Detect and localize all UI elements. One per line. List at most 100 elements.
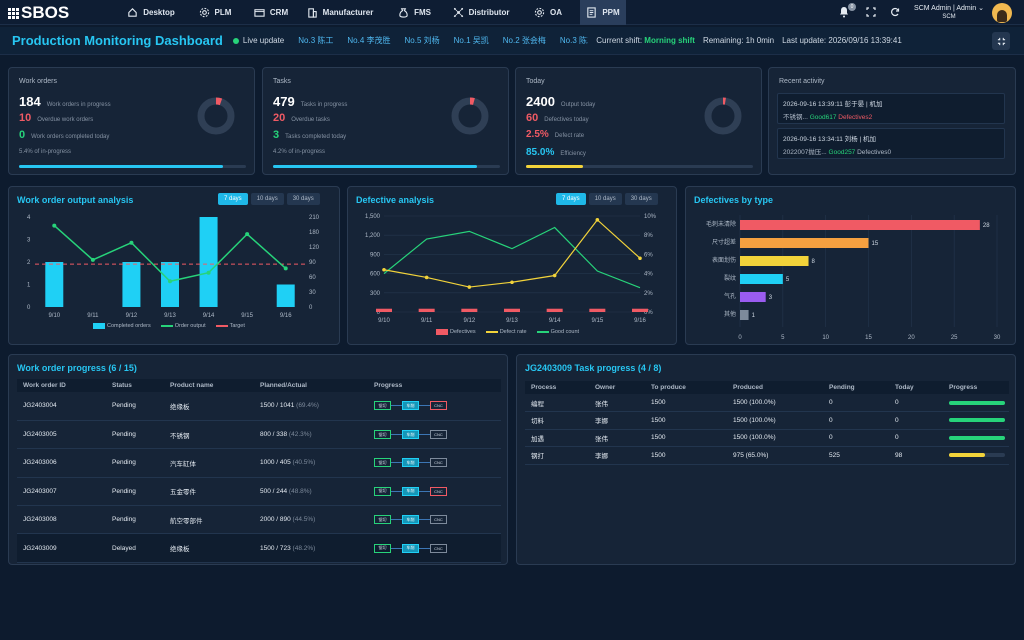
nav-tab-ppm[interactable]: PPM bbox=[580, 0, 626, 25]
table-row[interactable]: 编程 张伟 1500 1500 (100.0%) 0 0 bbox=[525, 394, 1009, 412]
legend-label: Defectives bbox=[450, 329, 476, 335]
last-update: Last update: 2026/09/16 13:39:41 bbox=[782, 36, 902, 45]
step-pending[interactable]: CNC bbox=[430, 458, 447, 468]
recent-activity-card: Recent activity 2026-09-16 13:39:11 彭于晏 … bbox=[768, 67, 1016, 175]
top-nav: SBOS Desktop PLM CRM Manufacturer FMS Distrib… bbox=[0, 0, 1024, 25]
fullscreen-icon[interactable] bbox=[866, 6, 876, 19]
home-icon bbox=[127, 7, 138, 18]
nav-tab-fms[interactable]: FMS bbox=[392, 0, 437, 25]
nav-tab-crm[interactable]: CRM bbox=[250, 0, 292, 25]
y-left-tick: 4 bbox=[27, 215, 31, 221]
nav-tab-plm[interactable]: PLM bbox=[190, 0, 240, 25]
step-current[interactable]: 车削 bbox=[402, 430, 419, 440]
step-done[interactable]: 锯切 bbox=[374, 515, 391, 525]
progress-bar bbox=[273, 165, 500, 168]
ticker-item: No.2 张会梅 bbox=[502, 36, 546, 45]
y-left-tick: 0 bbox=[27, 305, 31, 311]
output-analysis-panel: Work order output analysis 7 days 10 day… bbox=[8, 186, 340, 345]
step-pending[interactable]: CNC bbox=[430, 515, 447, 525]
status: Pending bbox=[106, 420, 164, 450]
table-row[interactable]: 钢打 李娜 1500 975 (65.0%) 525 98 bbox=[525, 446, 1009, 465]
step-current[interactable]: 车削 bbox=[402, 515, 419, 525]
column-header[interactable]: Process bbox=[525, 381, 589, 394]
column-header[interactable]: Pending bbox=[823, 381, 889, 394]
card-title: Recent activity bbox=[779, 78, 825, 85]
nav-tab-desktop[interactable]: Desktop bbox=[120, 0, 182, 25]
range-10-days[interactable]: 10 days bbox=[588, 193, 622, 205]
range-30-days[interactable]: 30 days bbox=[624, 193, 658, 205]
column-header[interactable]: To produce bbox=[645, 381, 727, 394]
step-current[interactable]: 车削 bbox=[402, 401, 419, 411]
ticker-item: No.3 陈工 bbox=[559, 36, 588, 45]
step-current[interactable]: 车削 bbox=[402, 486, 419, 496]
table-row[interactable]: JG2403009 Delayed 绝缘板 1500 / 723 (48.2%) 锯切车… bbox=[17, 533, 501, 563]
column-header[interactable]: Owner bbox=[589, 381, 645, 394]
table-row[interactable]: JG2403005 Pending 不锈钢 800 / 338 (42.3%) 锯切 车削… bbox=[17, 420, 501, 450]
column-header[interactable]: Progress bbox=[368, 379, 501, 392]
step-done[interactable]: 锯切 bbox=[374, 430, 391, 440]
table-row[interactable]: JG2403008 Pending 航空零部件 2000 / 890 (44.5%) 锯… bbox=[17, 505, 501, 535]
task-to: 1500 bbox=[645, 394, 727, 412]
bar-completed-orders bbox=[122, 262, 141, 307]
progress-cell: 锯切 车削 CNC bbox=[368, 420, 501, 450]
column-header[interactable]: Progress bbox=[943, 381, 1009, 394]
legend-line-swatch bbox=[536, 331, 549, 333]
avatar[interactable] bbox=[992, 2, 1012, 23]
user-menu[interactable]: SCM Admin | Admin ⌄ SCM bbox=[914, 5, 984, 21]
y-right-tick: 4% bbox=[644, 272, 653, 278]
x-tick: 30 bbox=[994, 335, 1001, 341]
column-header[interactable]: Produced bbox=[727, 381, 823, 394]
step-pending[interactable]: CNC bbox=[430, 543, 447, 553]
range-10-days[interactable]: 10 days bbox=[250, 193, 284, 205]
flow-connector bbox=[419, 462, 430, 464]
bar-completed-orders bbox=[161, 262, 179, 307]
step-done[interactable]: 锯切 bbox=[374, 486, 391, 496]
flow-connector bbox=[391, 547, 402, 549]
refresh-icon[interactable] bbox=[890, 7, 900, 19]
column-header[interactable]: Product name bbox=[164, 379, 254, 392]
nav-tab-distributor[interactable]: Distributor bbox=[447, 0, 515, 25]
range-selector: 7 days 10 days 30 days bbox=[556, 193, 658, 205]
app-logo[interactable]: SBOS bbox=[8, 3, 69, 23]
defect-type-chart: 0 5 10 15 20 25 30 毛刺未清除 28 尺寸超差 15 表面划伤 8 裂纹 5 气孔 3 其他 1 bbox=[706, 215, 1001, 341]
range-7-days[interactable]: 7 days bbox=[218, 193, 248, 205]
table-row[interactable]: JG2403004 Pending 绝缘板 1500 / 1041 (69.4%) 锯切… bbox=[17, 392, 501, 421]
bell-icon[interactable]: 0 bbox=[838, 2, 857, 20]
step-pending[interactable]: CNC bbox=[430, 430, 447, 440]
y-right-tick: 120 bbox=[309, 245, 320, 251]
column-header[interactable]: Planned/Actual bbox=[254, 379, 368, 392]
collapse-icon[interactable] bbox=[992, 32, 1010, 50]
task-pending: 525 bbox=[823, 446, 889, 465]
category-label: 其他 bbox=[724, 310, 736, 318]
step-current[interactable]: 车削 bbox=[402, 458, 419, 468]
column-header[interactable]: Work order ID bbox=[17, 379, 106, 392]
step-done[interactable]: 锯切 bbox=[374, 458, 391, 468]
panel-title: Defective analysis bbox=[356, 195, 435, 205]
activity-item[interactable]: 2026-09-16 13:39:11 彭于晏 | 机加 不锈钢... Good… bbox=[777, 93, 1005, 124]
step-done[interactable]: 锯切 bbox=[374, 401, 391, 411]
work-order-table: Work order ID Status Product name Planned/A… bbox=[17, 379, 501, 563]
nav-tab-oa[interactable]: OA bbox=[526, 0, 570, 25]
task-progress-fill bbox=[949, 418, 1005, 423]
nav-tab-manufacturer[interactable]: Manufacturer bbox=[300, 0, 380, 25]
planned-actual-cell: 1500 / 1041 (69.4%) bbox=[254, 392, 368, 421]
range-7-days[interactable]: 7 days bbox=[556, 193, 586, 205]
table-row[interactable]: JG2403007 Pending 五金零件 500 / 244 (48.8%) 锯切车… bbox=[17, 477, 501, 507]
column-header[interactable]: Status bbox=[106, 379, 164, 392]
x-tick: 9/12 bbox=[463, 318, 475, 324]
step-pending[interactable]: CNC bbox=[430, 486, 447, 496]
activity-item[interactable]: 2026-09-16 13:34:11 刘杨 | 机加 2022007抛压...… bbox=[777, 128, 1005, 159]
table-row[interactable]: 加遇 张伟 1500 1500 (100.0%) 0 0 bbox=[525, 429, 1009, 447]
y-right-tick: 0 bbox=[309, 305, 313, 311]
y-right-tick: 90 bbox=[309, 260, 316, 266]
percent: (48.2%) bbox=[292, 544, 316, 552]
table-row[interactable]: 切料 李娜 1500 1500 (100.0%) 0 0 bbox=[525, 411, 1009, 430]
range-30-days[interactable]: 30 days bbox=[286, 193, 320, 205]
step-pending[interactable]: CNC bbox=[430, 401, 447, 411]
shift-name: Morning shift bbox=[644, 36, 695, 45]
step-done[interactable]: 锯切 bbox=[374, 543, 391, 553]
column-header[interactable]: Today bbox=[889, 381, 943, 394]
step-current[interactable]: 车削 bbox=[402, 543, 419, 553]
in-progress-value: 479 bbox=[273, 94, 295, 109]
table-row[interactable]: JG2403006 Pending 汽车缸体 1000 / 405 (40.5%) 锯切… bbox=[17, 448, 501, 478]
